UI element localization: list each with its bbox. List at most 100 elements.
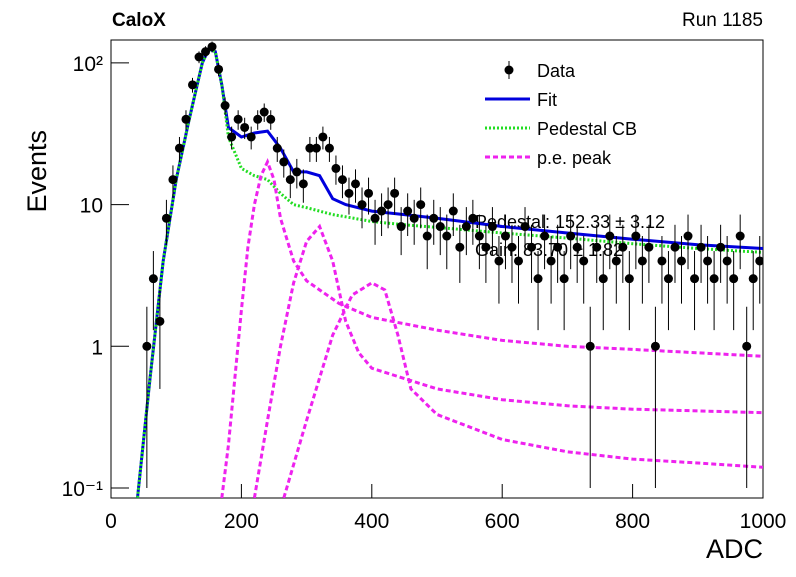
data-point (520, 222, 530, 232)
data-point (755, 256, 763, 266)
data-point (272, 143, 282, 153)
data-point (240, 122, 250, 132)
x-tick-label: 800 (615, 510, 650, 533)
data-point (729, 274, 739, 284)
data-point (377, 206, 387, 216)
data-point (416, 200, 426, 210)
data-point (370, 213, 380, 223)
x-tick-label: 200 (224, 510, 259, 533)
data-point (703, 256, 713, 266)
data-point (383, 200, 393, 210)
y-tick-label: 10² (73, 53, 103, 76)
data-point (142, 341, 152, 351)
data-point (279, 157, 289, 167)
data-point (253, 114, 263, 124)
data-point (696, 242, 706, 252)
data-point (494, 256, 504, 266)
curve (135, 47, 763, 498)
data-point (742, 341, 752, 351)
data-point (644, 242, 654, 252)
data-point (266, 114, 276, 124)
data-point (461, 222, 471, 232)
data-point (390, 188, 400, 198)
data-point (207, 42, 217, 52)
data-point (285, 175, 295, 185)
data-point (579, 256, 589, 266)
data-point (553, 242, 563, 252)
data-point (468, 213, 478, 223)
data-point (442, 231, 452, 241)
chart-title: CaloX (112, 10, 166, 31)
data-point (533, 274, 543, 284)
data-point (214, 64, 224, 74)
data-point (624, 274, 634, 284)
data-point (148, 274, 158, 284)
data-point (650, 341, 660, 351)
y-tick-label: 1 (91, 336, 103, 359)
data-point (631, 231, 641, 241)
data-point (422, 231, 432, 241)
data-point (663, 274, 673, 284)
data-point (344, 188, 354, 198)
data-point (481, 242, 491, 252)
data-point (572, 242, 582, 252)
data-point (514, 256, 523, 266)
data-point (637, 256, 647, 266)
data-point (324, 143, 334, 153)
plot-frame (110, 39, 764, 499)
data-point (155, 316, 165, 326)
data-point (690, 274, 700, 284)
data-point (487, 222, 497, 232)
data-point (435, 222, 445, 232)
data-point (227, 132, 237, 142)
data-point (559, 274, 569, 284)
data-point (448, 206, 458, 216)
x-tick-label: 1000 (740, 510, 787, 533)
data-point (161, 213, 171, 223)
data-point (201, 47, 211, 57)
data-point (474, 231, 484, 241)
data-point (188, 80, 197, 90)
data-point (709, 274, 719, 284)
data-point (351, 179, 360, 189)
legend-label: Pedestal CB (537, 119, 637, 139)
data-point (292, 167, 302, 177)
data-point (311, 143, 321, 153)
data-point (500, 231, 510, 241)
curve (220, 158, 763, 498)
data-point (246, 132, 256, 142)
data-point (657, 256, 667, 266)
data-point (605, 231, 615, 241)
data-point (318, 132, 328, 142)
legend-label: Fit (537, 90, 557, 110)
x-axis-label: ADC (706, 534, 763, 564)
data-point (527, 242, 537, 252)
legend-label: p.e. peak (537, 148, 612, 168)
plot-area (135, 41, 763, 498)
data-point (670, 242, 680, 252)
annotation: Pedestal: 152.33 ± 3.12 (475, 212, 665, 232)
data-point (403, 206, 413, 216)
data-point (507, 242, 517, 252)
data-point (364, 188, 374, 198)
data-point (611, 256, 621, 266)
data-point (220, 101, 230, 111)
y-tick-label: 10⁻¹ (62, 478, 103, 501)
data-point (396, 222, 406, 232)
legend-label: Data (537, 61, 576, 81)
data-point (598, 274, 608, 284)
data-point (618, 242, 628, 252)
run-label: Run 1185 (682, 10, 763, 31)
data-point (683, 231, 693, 241)
data-point (566, 231, 576, 241)
x-tick-label: 600 (485, 510, 520, 533)
data-point (168, 175, 178, 185)
data-point (174, 143, 184, 153)
data-point (722, 256, 732, 266)
data-point (331, 163, 341, 173)
y-tick-label: 10 (80, 195, 103, 218)
x-tick-label: 0 (105, 510, 117, 533)
data-point (455, 242, 465, 252)
data-point (540, 231, 550, 241)
